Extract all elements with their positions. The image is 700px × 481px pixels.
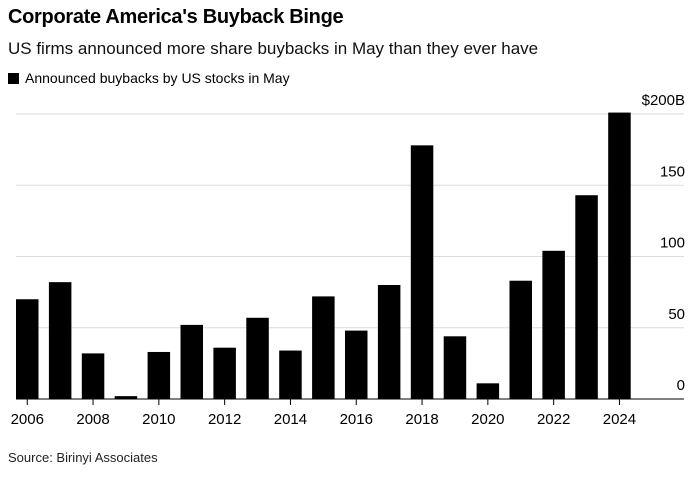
- y-tick-label: 150: [660, 163, 685, 180]
- y-tick-label: 100: [660, 235, 685, 252]
- bar-2012: [213, 347, 236, 399]
- bar-2024: [608, 112, 631, 399]
- x-tick-label: 2016: [340, 411, 373, 428]
- bar-2022: [542, 250, 565, 399]
- x-tick-label: 2018: [405, 411, 438, 428]
- x-tick-label: 2024: [603, 411, 636, 428]
- chart-subtitle: US firms announced more share buybacks i…: [8, 39, 539, 58]
- bar-2014: [279, 350, 302, 399]
- bar-2007: [48, 282, 72, 399]
- bar-2015: [312, 296, 335, 399]
- bar-2016: [345, 330, 368, 399]
- x-tick-label: 2012: [208, 411, 241, 428]
- source-note: Source: Birinyi Associates: [8, 450, 158, 465]
- legend: Announced buybacks by US stocks in May: [8, 70, 290, 86]
- legend-swatch: [8, 72, 19, 84]
- y-tick-label: 0: [677, 377, 685, 394]
- bar-2018: [410, 145, 434, 399]
- x-tick-label: 2008: [76, 411, 109, 428]
- bar-2011: [180, 324, 203, 399]
- bar-2013: [246, 317, 269, 399]
- bar-2021: [509, 280, 532, 399]
- x-tick-label: 2010: [142, 411, 175, 428]
- chart-title: Corporate America's Buyback Binge: [8, 6, 344, 28]
- x-tick-label: 2014: [274, 411, 307, 428]
- y-tick-label: 50: [668, 306, 685, 323]
- bar-2020: [476, 383, 500, 399]
- y-tick-label: $200B: [642, 92, 685, 109]
- bar-2009: [114, 396, 138, 399]
- bar-2008: [81, 353, 105, 399]
- bar-2023: [575, 195, 598, 399]
- bar-2017: [377, 285, 401, 399]
- bar-2010: [147, 351, 171, 399]
- x-tick-label: 2006: [11, 411, 44, 428]
- bar-2006: [16, 299, 39, 399]
- x-tick-label: 2022: [537, 411, 570, 428]
- x-tick-label: 2020: [471, 411, 504, 428]
- bar-2019: [443, 336, 467, 399]
- legend-label: Announced buybacks by US stocks in May: [25, 70, 290, 86]
